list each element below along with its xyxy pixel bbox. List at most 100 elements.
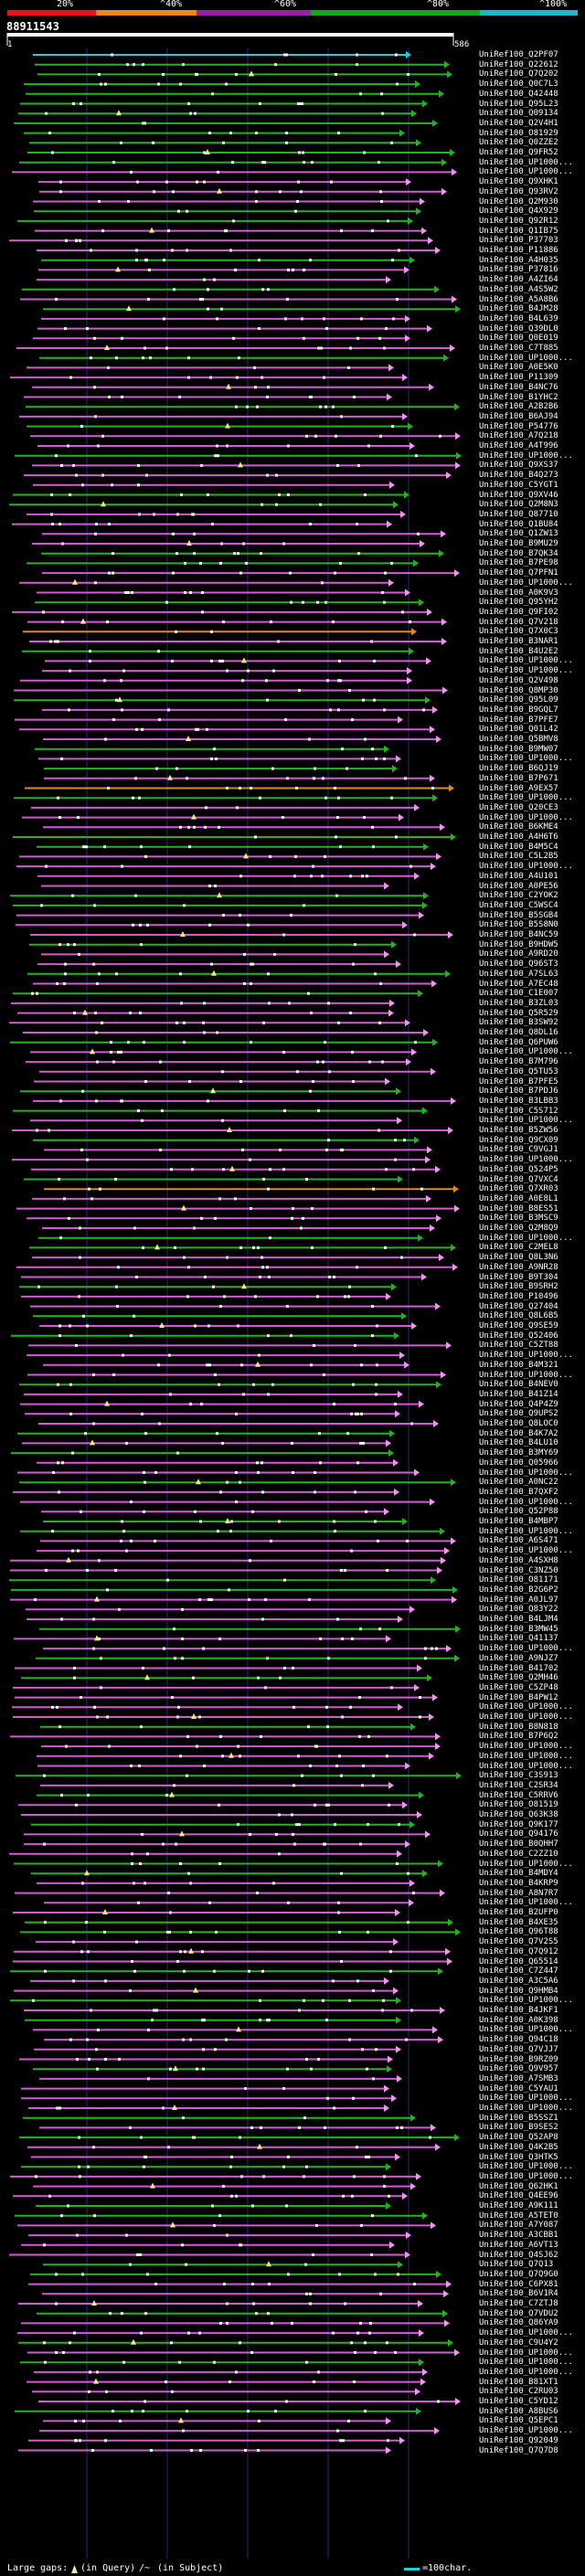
hit-label[interactable]: UniRef100_B4XE35 bbox=[479, 1917, 558, 1927]
hit-label[interactable]: UniRef100_UP1000... bbox=[479, 812, 573, 822]
hit-label[interactable]: UniRef100_B3SW92 bbox=[479, 1018, 558, 1028]
hit-label[interactable]: UniRef100_B3ZL03 bbox=[479, 998, 558, 1008]
hit-label[interactable]: UniRef100_B9GQL7 bbox=[479, 705, 558, 715]
hit-label[interactable]: UniRef100_Q7VXC4 bbox=[479, 1174, 558, 1184]
hit-label[interactable]: UniRef100_UP1000... bbox=[479, 2426, 573, 2436]
hit-label[interactable]: UniRef100_Q83Y22 bbox=[479, 1605, 558, 1615]
hit-label[interactable]: UniRef100_A8BUS6 bbox=[479, 2406, 558, 2416]
hit-label[interactable]: UniRef100_Q42448 bbox=[479, 89, 558, 99]
hit-label[interactable]: UniRef100_Q95YH2 bbox=[479, 598, 558, 608]
hit-label[interactable]: UniRef100_B1YHC2 bbox=[479, 392, 558, 402]
hit-label[interactable]: UniRef100_B6QJ19 bbox=[479, 764, 558, 774]
hit-label[interactable]: UniRef100_C5YAU1 bbox=[479, 2083, 558, 2094]
hit-label[interactable]: UniRef100_C9VGJ1 bbox=[479, 1145, 558, 1155]
hit-label[interactable]: UniRef100_Q94176 bbox=[479, 1829, 558, 1839]
hit-label[interactable]: UniRef100_Q39DL0 bbox=[479, 323, 558, 334]
hit-label[interactable]: UniRef100_Q7VJJ7 bbox=[479, 2044, 558, 2054]
hit-label[interactable]: UniRef100_B4LJM4 bbox=[479, 1615, 558, 1624]
hit-label[interactable]: UniRef100_C7Z447 bbox=[479, 1966, 558, 1977]
hit-label[interactable]: UniRef100_C5S712 bbox=[479, 1106, 558, 1116]
hit-label[interactable]: UniRef100_Q9XHK1 bbox=[479, 177, 558, 187]
hit-label[interactable]: UniRef100_B4JM28 bbox=[479, 304, 558, 314]
hit-label[interactable]: UniRef100_A8N7R7 bbox=[479, 1888, 558, 1898]
hit-label[interactable]: UniRef100_UP1000... bbox=[479, 2328, 573, 2338]
hit-label[interactable]: UniRef100_A4H6T6 bbox=[479, 832, 558, 842]
hit-label[interactable]: UniRef100_Q4X929 bbox=[479, 207, 558, 217]
hit-label[interactable]: UniRef100_Q8MP30 bbox=[479, 685, 558, 695]
hit-label[interactable]: UniRef100_Q52406 bbox=[479, 1330, 558, 1341]
hit-label[interactable]: UniRef100_O81519 bbox=[479, 1800, 558, 1810]
hit-label[interactable]: UniRef100_A7SL63 bbox=[479, 969, 558, 979]
hit-label[interactable]: UniRef100_A9RD20 bbox=[479, 949, 558, 959]
hit-label[interactable]: UniRef100_A9EX57 bbox=[479, 783, 558, 793]
hit-label[interactable]: UniRef100_UP1000... bbox=[479, 2094, 573, 2104]
hit-label[interactable]: UniRef100_Q9XV46 bbox=[479, 490, 558, 500]
hit-label[interactable]: UniRef100_A0NC22 bbox=[479, 1478, 558, 1488]
hit-label[interactable]: UniRef100_C7ZTJ8 bbox=[479, 2299, 558, 2308]
hit-label[interactable]: UniRef100_Q9FI02 bbox=[479, 607, 558, 617]
hit-label[interactable]: UniRef100_B4PW12 bbox=[479, 1692, 558, 1702]
hit-label[interactable]: UniRef100_C5WSC4 bbox=[479, 900, 558, 910]
hit-label[interactable]: UniRef100_Q86YA9 bbox=[479, 2318, 558, 2328]
hit-label[interactable]: UniRef100_B4JKF1 bbox=[479, 2006, 558, 2015]
hit-label[interactable]: UniRef100_A5A8B6 bbox=[479, 294, 558, 304]
hit-label[interactable]: UniRef100_A7Q218 bbox=[479, 431, 558, 441]
hit-label[interactable]: UniRef100_Q65514 bbox=[479, 1956, 558, 1966]
hit-label[interactable]: UniRef100_UP1000... bbox=[479, 1751, 573, 1761]
hit-label[interactable]: UniRef100_B7PFE5 bbox=[479, 1076, 558, 1087]
hit-label[interactable]: UniRef100_P11309 bbox=[479, 373, 558, 383]
hit-label[interactable]: UniRef100_Q2V4H1 bbox=[479, 118, 558, 128]
hit-label[interactable]: UniRef100_Q93RV2 bbox=[479, 186, 558, 196]
hit-label[interactable]: UniRef100_B3NAR1 bbox=[479, 637, 558, 646]
hit-label[interactable]: UniRef100_P11886 bbox=[479, 246, 558, 255]
hit-label[interactable]: UniRef100_P54776 bbox=[479, 421, 558, 431]
hit-label[interactable]: UniRef100_B6AJ94 bbox=[479, 411, 558, 421]
hit-label[interactable]: UniRef100_Q96T88 bbox=[479, 1927, 558, 1937]
hit-label[interactable]: UniRef100_B5SSZ1 bbox=[479, 2113, 558, 2123]
hit-label[interactable]: UniRef100_B4KRP9 bbox=[479, 1878, 558, 1888]
hit-label[interactable]: UniRef100_B4L639 bbox=[479, 313, 558, 323]
hit-label[interactable]: UniRef100_C9U4Y2 bbox=[479, 2337, 558, 2348]
hit-label[interactable]: UniRef100_Q7Q13 bbox=[479, 2260, 554, 2270]
hit-label[interactable]: UniRef100_B7PFE7 bbox=[479, 715, 558, 725]
hit-label[interactable]: UniRef100_C5L2B5 bbox=[479, 852, 558, 862]
hit-label[interactable]: UniRef100_Q2M8Q9 bbox=[479, 1224, 558, 1233]
hit-label[interactable]: UniRef100_UP1000... bbox=[479, 1996, 573, 2006]
hit-label[interactable]: UniRef100_Q1IB75 bbox=[479, 226, 558, 236]
hit-label[interactable]: UniRef100_Q5EPC1 bbox=[479, 2416, 558, 2426]
hit-label[interactable]: UniRef100_Q2M930 bbox=[479, 196, 558, 207]
hit-label[interactable]: UniRef100_Q9SE59 bbox=[479, 1321, 558, 1330]
hit-label[interactable]: UniRef100_B9MU29 bbox=[479, 539, 558, 548]
hit-label[interactable]: UniRef100_C3S913 bbox=[479, 1771, 558, 1781]
hit-label[interactable]: UniRef100_A3CBB1 bbox=[479, 2231, 558, 2241]
hit-label[interactable]: UniRef100_C2ZZ10 bbox=[479, 1849, 558, 1859]
hit-label[interactable]: UniRef100_Q5BMV8 bbox=[479, 735, 558, 744]
hit-label[interactable]: UniRef100_Q27404 bbox=[479, 1301, 558, 1311]
hit-label[interactable]: UniRef100_O81171 bbox=[479, 1575, 558, 1585]
hit-label[interactable]: UniRef100_UP1000... bbox=[479, 2162, 573, 2172]
hit-label[interactable]: UniRef100_UP1000... bbox=[479, 1155, 573, 1165]
hit-label[interactable]: UniRef100_UP1000... bbox=[479, 451, 573, 461]
hit-label[interactable]: UniRef100_B41Z14 bbox=[479, 1389, 558, 1399]
hit-label[interactable]: UniRef100_B9RZ09 bbox=[479, 2054, 558, 2064]
hit-label[interactable]: UniRef100_B6KME4 bbox=[479, 822, 558, 832]
hit-label[interactable]: UniRef100_UP1000... bbox=[479, 1116, 573, 1126]
hit-label[interactable]: UniRef100_Q95L09 bbox=[479, 695, 558, 705]
hit-label[interactable]: UniRef100_Q7V2S5 bbox=[479, 1937, 558, 1947]
hit-label[interactable]: UniRef100_Q92049 bbox=[479, 2435, 558, 2445]
hit-label[interactable]: UniRef100_A4SXH8 bbox=[479, 1555, 558, 1565]
hit-label[interactable]: UniRef100_A4U101 bbox=[479, 871, 558, 881]
hit-label[interactable]: UniRef100_A0E8L1 bbox=[479, 1193, 558, 1203]
hit-label[interactable]: UniRef100_Q2V498 bbox=[479, 675, 558, 685]
hit-label[interactable]: UniRef100_UP1000... bbox=[479, 2104, 573, 2113]
hit-label[interactable]: UniRef100_Q7PFN1 bbox=[479, 568, 558, 578]
hit-label[interactable]: UniRef100_Q63K38 bbox=[479, 1810, 558, 1819]
hit-label[interactable]: UniRef100_B0QHH7 bbox=[479, 1839, 558, 1850]
hit-label[interactable]: UniRef100_B4M321 bbox=[479, 1360, 558, 1370]
hit-label[interactable]: UniRef100_Q9V957 bbox=[479, 2064, 558, 2074]
hit-label[interactable]: UniRef100_B7QK34 bbox=[479, 548, 558, 558]
hit-label[interactable]: UniRef100_B4U2E2 bbox=[479, 646, 558, 656]
hit-label[interactable]: UniRef100_A7Y087 bbox=[479, 2221, 558, 2231]
hit-label[interactable]: UniRef100_Q8L3N6 bbox=[479, 1253, 558, 1263]
hit-label[interactable]: UniRef100_O81929 bbox=[479, 128, 558, 138]
